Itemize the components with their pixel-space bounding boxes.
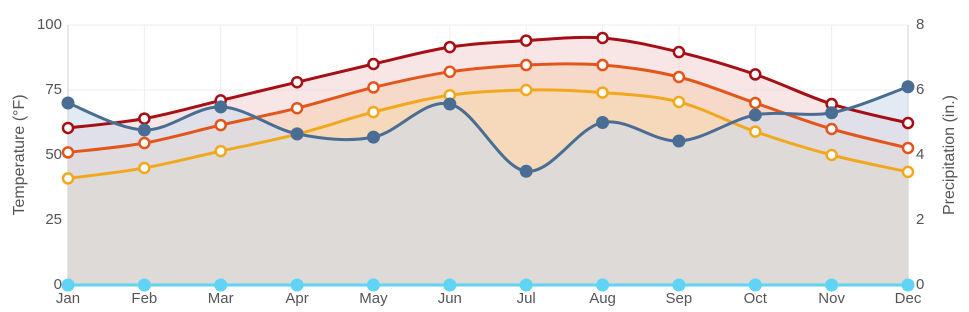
x-tick-label: Nov xyxy=(818,290,845,307)
point xyxy=(290,127,304,141)
x-tick-label: Feb xyxy=(131,290,157,307)
point xyxy=(672,95,686,109)
point xyxy=(443,97,457,111)
point xyxy=(138,136,151,150)
point xyxy=(367,105,380,119)
y2-axis-title: Precipitation (in.) xyxy=(941,95,958,215)
x-tick-label: Jul xyxy=(517,290,536,307)
point xyxy=(366,278,380,292)
y-tick-label: 100 xyxy=(37,16,62,33)
point xyxy=(749,125,762,138)
point xyxy=(61,146,75,159)
point xyxy=(672,134,686,148)
point xyxy=(61,278,75,292)
y2-tick-label: 4 xyxy=(916,146,924,163)
point xyxy=(519,278,533,292)
x-tick-label: Oct xyxy=(744,290,768,307)
y2-tick-label: 2 xyxy=(916,211,924,228)
y-tick-label: 0 xyxy=(54,276,62,293)
x-tick-label: Apr xyxy=(285,290,308,307)
point xyxy=(290,278,304,292)
point xyxy=(61,121,75,135)
y-tick-label: 75 xyxy=(45,81,62,98)
point xyxy=(214,100,228,114)
point xyxy=(748,108,762,122)
y-axis-title: Temperature (°F) xyxy=(11,94,28,215)
point xyxy=(749,68,762,81)
point xyxy=(596,278,610,292)
point xyxy=(901,278,915,292)
x-tick-label: Dec xyxy=(895,290,922,307)
point xyxy=(61,96,75,110)
y-tick-label: 25 xyxy=(45,211,62,228)
area xyxy=(68,86,908,285)
point xyxy=(672,70,686,84)
point xyxy=(749,96,762,110)
point xyxy=(825,106,839,120)
point xyxy=(290,101,304,115)
point xyxy=(901,80,915,94)
x-tick-label: Mar xyxy=(208,290,234,307)
line xyxy=(67,62,909,154)
point xyxy=(825,122,838,136)
point xyxy=(519,58,533,72)
point xyxy=(61,172,75,185)
point xyxy=(290,75,304,89)
point xyxy=(901,165,915,179)
point xyxy=(443,65,457,79)
x-tick-label: Aug xyxy=(589,290,616,307)
point xyxy=(901,116,915,130)
point xyxy=(137,278,151,292)
y2-tick-label: 8 xyxy=(916,16,924,33)
point xyxy=(519,83,533,97)
point xyxy=(596,86,609,99)
point xyxy=(214,118,227,132)
y2-tick-label: 6 xyxy=(916,81,924,98)
point xyxy=(138,161,151,175)
x-tick-label: Sep xyxy=(666,290,693,307)
point xyxy=(137,123,151,137)
x-tick-label: May xyxy=(359,290,388,307)
point xyxy=(443,40,457,54)
point xyxy=(672,278,686,292)
point xyxy=(214,278,228,292)
point xyxy=(519,34,533,47)
x-tick-label: Jan xyxy=(56,290,80,307)
point xyxy=(596,31,609,45)
point xyxy=(825,278,839,292)
y2-tick-label: 0 xyxy=(916,276,924,293)
point xyxy=(596,58,609,72)
point xyxy=(443,278,457,292)
point xyxy=(901,141,915,155)
point xyxy=(367,57,380,71)
point xyxy=(672,45,686,59)
x-tick-label: Jun xyxy=(438,290,462,307)
point xyxy=(825,148,838,162)
point xyxy=(214,144,227,158)
point xyxy=(596,116,610,129)
point xyxy=(138,112,151,125)
point xyxy=(366,130,380,144)
point xyxy=(519,164,533,178)
point xyxy=(748,278,762,292)
point xyxy=(367,81,380,94)
y-tick-label: 50 xyxy=(45,146,62,163)
